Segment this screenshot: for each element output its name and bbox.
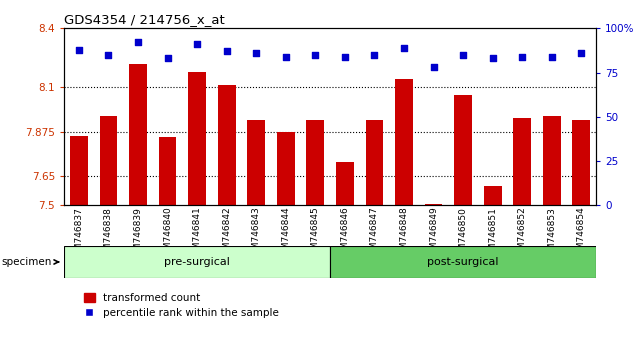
Text: post-surgical: post-surgical: [428, 257, 499, 267]
Legend: transformed count, percentile rank within the sample: transformed count, percentile rank withi…: [80, 289, 283, 322]
Text: GDS4354 / 214756_x_at: GDS4354 / 214756_x_at: [64, 13, 225, 26]
Bar: [336, 162, 354, 205]
Point: [133, 40, 143, 45]
Point: [428, 64, 438, 70]
Bar: [188, 72, 206, 205]
Bar: [218, 85, 235, 205]
Bar: [247, 120, 265, 205]
Bar: [129, 64, 147, 205]
Point: [251, 50, 262, 56]
Bar: [572, 120, 590, 205]
Text: pre-surgical: pre-surgical: [164, 257, 230, 267]
Bar: [159, 137, 176, 205]
Point: [517, 54, 528, 59]
Point: [576, 50, 587, 56]
Bar: [277, 132, 295, 205]
Point: [74, 47, 84, 52]
Bar: [330, 246, 596, 278]
Bar: [70, 136, 88, 205]
Point: [222, 48, 232, 54]
Bar: [365, 120, 383, 205]
Point: [192, 41, 203, 47]
Bar: [99, 116, 117, 205]
Point: [399, 45, 409, 51]
Point: [369, 52, 379, 58]
Point: [547, 54, 557, 59]
Bar: [306, 120, 324, 205]
Bar: [513, 118, 531, 205]
Bar: [484, 185, 501, 205]
Point: [162, 56, 172, 61]
Point: [340, 54, 350, 59]
Point: [281, 54, 291, 59]
Bar: [543, 116, 561, 205]
Bar: [425, 204, 442, 205]
Text: specimen: specimen: [1, 257, 58, 267]
Point: [458, 52, 468, 58]
Bar: [64, 246, 330, 278]
Point: [488, 56, 498, 61]
Bar: [454, 95, 472, 205]
Point: [310, 52, 320, 58]
Bar: [395, 79, 413, 205]
Point: [103, 52, 113, 58]
